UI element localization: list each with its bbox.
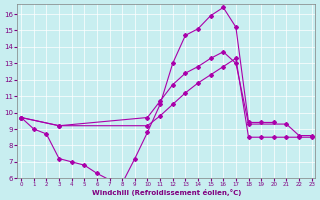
X-axis label: Windchill (Refroidissement éolien,°C): Windchill (Refroidissement éolien,°C) bbox=[92, 189, 241, 196]
